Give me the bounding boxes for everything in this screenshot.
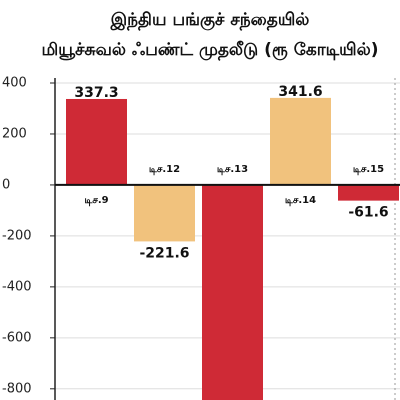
x-tick-label: டிச.9 xyxy=(84,195,108,206)
chart-title: இந்திய பங்குச் சந்தையில் xyxy=(110,10,310,30)
value-label: 341.6 xyxy=(278,84,322,100)
chart-subtitle: மியூச்சுவல் ஃபண்ட் முதலீடு (ரூ கோடியில்) xyxy=(42,40,379,60)
bar xyxy=(202,184,263,400)
bar xyxy=(338,184,399,201)
y-tick-label: 400 xyxy=(2,76,27,91)
x-tick-label: டிச.12 xyxy=(149,164,180,175)
x-tick-label: டிச.15 xyxy=(353,164,384,175)
x-tick-label: டிச.14 xyxy=(285,195,316,206)
bar xyxy=(134,184,195,242)
bar xyxy=(66,98,127,185)
y-tick-label: -600 xyxy=(2,330,32,345)
y-tick-label: -800 xyxy=(2,381,32,396)
y-tick-label: -400 xyxy=(2,279,32,294)
y-tick-label: 200 xyxy=(2,126,27,141)
x-tick-label: டிச.13 xyxy=(217,164,248,175)
value-label: -221.6 xyxy=(139,245,189,261)
y-tick-label: 0 xyxy=(2,177,10,192)
y-tick-label: -200 xyxy=(2,228,32,243)
bar xyxy=(270,97,331,185)
value-label: -61.6 xyxy=(348,205,388,221)
value-label: 337.3 xyxy=(74,85,118,101)
